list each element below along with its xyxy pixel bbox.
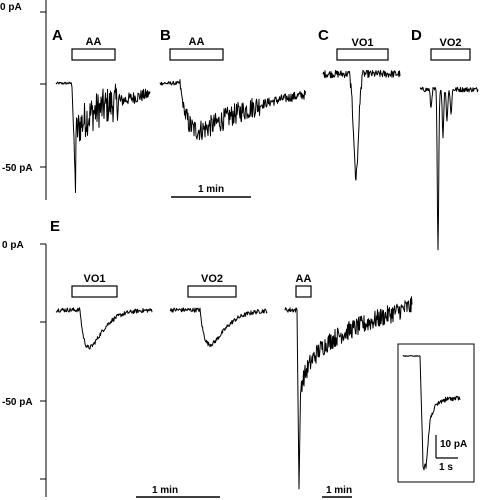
trace-c (322, 69, 401, 181)
svg-text:1 min: 1 min (152, 485, 178, 496)
inset-scale-y: 10 pA (440, 439, 467, 450)
trace-b (159, 79, 307, 141)
bottom-ytick-0: 0 pA (2, 240, 24, 251)
top-ytick-neg50: -50 pA (2, 163, 33, 174)
stim-bar-d: VO2 (430, 37, 471, 61)
inset: 10 pA 1 s (397, 343, 475, 483)
panel-letter-c: C (318, 27, 329, 44)
trace-e-aa (284, 296, 413, 490)
top-y-axis: 0 pA -50 pA (0, 0, 47, 200)
stim-bar-a: AA (71, 36, 116, 61)
svg-text:1 min: 1 min (326, 485, 352, 496)
svg-text:AA: AA (296, 273, 312, 285)
panel-letter-b: B (160, 27, 171, 44)
panel-letter-a: A (52, 27, 63, 44)
bottom-ytick-neg50: -50 pA (2, 397, 33, 408)
svg-text:AA: AA (189, 36, 205, 48)
svg-text:VO1: VO1 (351, 37, 373, 49)
top-scale-bar: 1 min (171, 184, 251, 198)
svg-text:VO1: VO1 (83, 273, 105, 285)
stim-bar-e-vo1: VO1 (71, 273, 118, 298)
svg-text:VO2: VO2 (439, 37, 461, 49)
svg-text:AA: AA (86, 36, 102, 48)
stim-bar-b: AA (169, 36, 224, 61)
bottom-y-axis: 0 pA -50 pA (2, 240, 47, 497)
svg-text:VO2: VO2 (201, 273, 223, 285)
bottom-scale-bar-1: 1 min (136, 485, 220, 498)
inset-scale-x: 1 s (439, 462, 453, 473)
panel-letter-e: E (50, 218, 60, 235)
trace-d (419, 86, 479, 251)
panel-letter-d: D (411, 27, 422, 44)
top-ytick-0: 0 pA (0, 2, 22, 13)
stim-bar-c: VO1 (336, 37, 389, 61)
trace-e-vo2 (169, 307, 268, 348)
trace-inset (402, 355, 461, 471)
bottom-scale-bar-2: 1 min (322, 485, 352, 498)
svg-text:1 min: 1 min (198, 184, 224, 195)
stim-bar-e-aa: AA (295, 273, 312, 298)
trace-a (55, 81, 151, 193)
stim-bar-e-vo2: VO2 (187, 273, 237, 298)
trace-e-vo1 (55, 307, 153, 350)
